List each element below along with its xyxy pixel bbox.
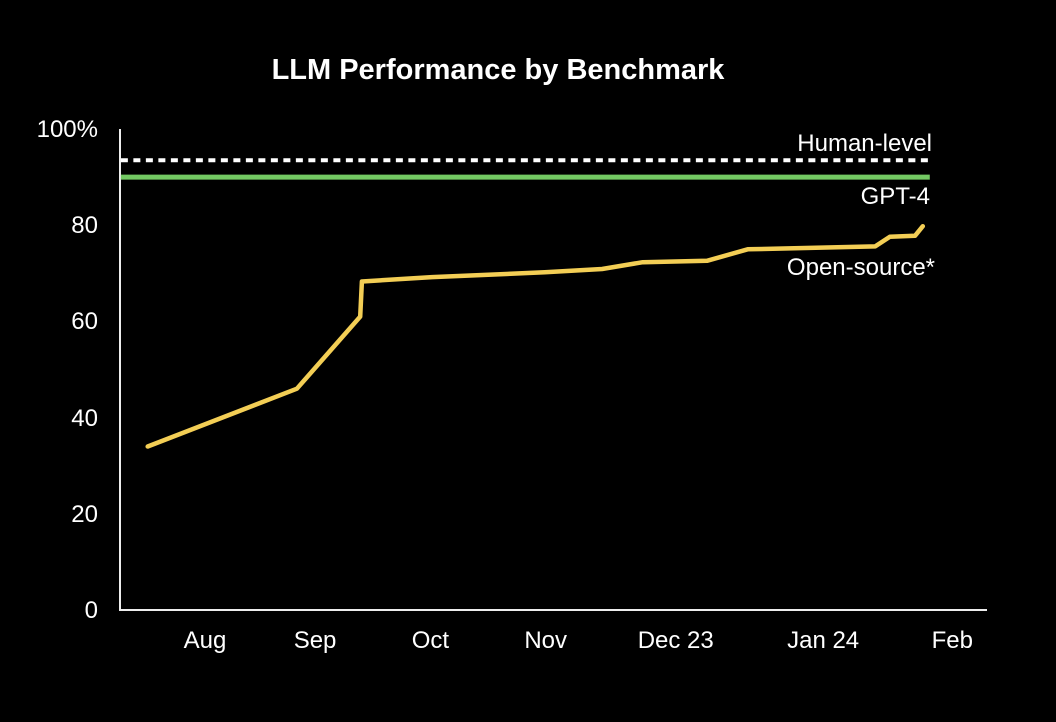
open-source-line <box>145 223 926 449</box>
x-tick-sep: Sep <box>293 627 337 654</box>
y-tick-80: 80 <box>71 212 98 240</box>
human-level-label: Human-level <box>797 130 932 157</box>
y-tick-100: 100% <box>36 116 98 143</box>
open-source-label: Open-source* <box>786 254 935 281</box>
x-tick-feb: Feb <box>931 627 973 654</box>
gpt4-label: GPT-4 <box>860 183 930 210</box>
y-tick-0: 0 <box>84 597 98 624</box>
chart-title: LLM Performance by Benchmark <box>271 54 725 86</box>
y-tick-20: 20 <box>71 500 98 528</box>
x-tick-dec-23: Dec 23 <box>637 627 714 654</box>
x-tick-aug: Aug <box>183 627 227 654</box>
y-tick-40: 40 <box>71 404 98 432</box>
x-tick-nov: Nov <box>524 627 568 654</box>
y-tick-60: 60 <box>71 308 98 336</box>
x-tick-oct: Oct <box>411 627 450 654</box>
x-tick-jan-24: Jan 24 <box>787 627 860 654</box>
